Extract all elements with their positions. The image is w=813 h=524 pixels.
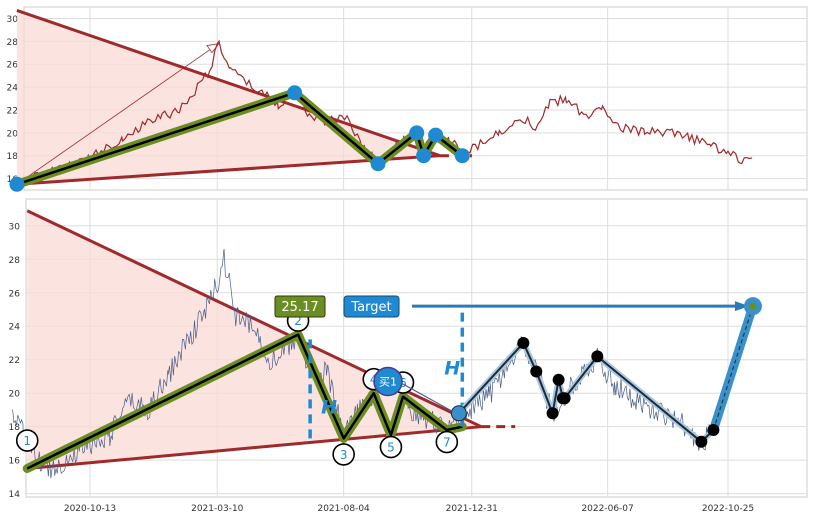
- detail-projection-point: [517, 336, 530, 349]
- detail-target-point-core: [749, 302, 757, 310]
- detail-pivot-label: 7: [443, 436, 451, 450]
- detail-projection-point: [552, 373, 565, 386]
- overview-y-tick-label: 28: [7, 38, 19, 48]
- detail-pivot-label: 3: [340, 448, 348, 462]
- detail-projection-point: [695, 435, 708, 448]
- detail-projection-point: [530, 365, 543, 378]
- detail-y-tick-label: 24: [9, 323, 21, 333]
- detail-projection-line: [458, 342, 715, 443]
- overview-pivot-point: [287, 85, 303, 101]
- detail-pivot-marker: [332, 443, 355, 466]
- detail-pivot-label: 6: [399, 376, 407, 390]
- overview-y-tick-label: 18: [7, 152, 19, 162]
- overview-pivot-point: [370, 156, 386, 172]
- detail-breakout-point: [450, 405, 467, 422]
- detail-pivot-label: 2: [294, 314, 302, 328]
- overview-pivot-point: [454, 148, 470, 164]
- detail-target-segment: [712, 305, 754, 431]
- detail-height-label: H: [444, 357, 460, 379]
- detail-buy-connector: [401, 382, 454, 413]
- detail-price-box: [274, 295, 326, 318]
- detail-height-label: H: [321, 397, 337, 419]
- detail-pivot-label: 1: [23, 434, 31, 448]
- detail-y-tick-label: 18: [9, 423, 21, 433]
- detail-target-box: [343, 295, 400, 318]
- detail-pivot-marker: [435, 430, 459, 454]
- detail-y-tick-label: 22: [9, 356, 20, 366]
- detail-price-box-label: 25.17: [281, 300, 318, 315]
- detail-x-tick-label: 2022-10-25: [702, 504, 754, 514]
- detail-y-tick-label: 30: [9, 222, 21, 232]
- detail-pivot-label: 5: [387, 441, 395, 455]
- detail-projection-point: [591, 350, 604, 363]
- overview-trend-arrow: [16, 47, 214, 185]
- detail-y-tick-label: 16: [9, 457, 21, 467]
- overview-y-tick-label: 22: [7, 106, 18, 116]
- detail-x-tick-label: 2021-08-04: [317, 504, 370, 514]
- overview-y-tick-label: 24: [7, 84, 19, 94]
- detail-y-tick-label: 28: [9, 256, 21, 266]
- detail-projection-point: [558, 392, 571, 405]
- detail-zigzag-line: [26, 333, 463, 470]
- detail-target-arrowhead: [734, 301, 749, 312]
- overview-pivot-point: [428, 127, 444, 143]
- overview-y-tick-label: 20: [7, 129, 19, 139]
- detail-buy-label: 买1: [379, 375, 397, 388]
- detail-buy-marker: [373, 366, 403, 397]
- detail-x-tick-label: 2021-03-10: [191, 504, 244, 514]
- detail-projection-point: [546, 407, 559, 420]
- overview-y-tick-label: 30: [7, 15, 19, 25]
- detail-y-tick-label: 26: [9, 289, 21, 299]
- detail-x-tick-label: 2020-10-13: [64, 504, 116, 514]
- detail-projection-point: [707, 424, 720, 437]
- detail-x-tick-label: 2022-06-07: [581, 504, 633, 514]
- overview-y-tick-label: 26: [7, 61, 19, 71]
- overview-pivot-point: [9, 176, 25, 192]
- overview-pivot-point: [409, 125, 425, 141]
- detail-pivot-marker: [15, 429, 39, 452]
- detail-target-box-label: Target: [350, 300, 391, 315]
- detail-x-tick-label: 2021-12-31: [446, 504, 498, 514]
- detail-y-tick-label: 14: [9, 490, 21, 500]
- overview-pivot-point: [416, 148, 432, 164]
- detail-y-tick-label: 20: [9, 390, 21, 400]
- overview-upper-trendline: [16, 9, 441, 158]
- detail-pivot-marker: [379, 435, 403, 459]
- detail-lower-trendline: [27, 425, 482, 471]
